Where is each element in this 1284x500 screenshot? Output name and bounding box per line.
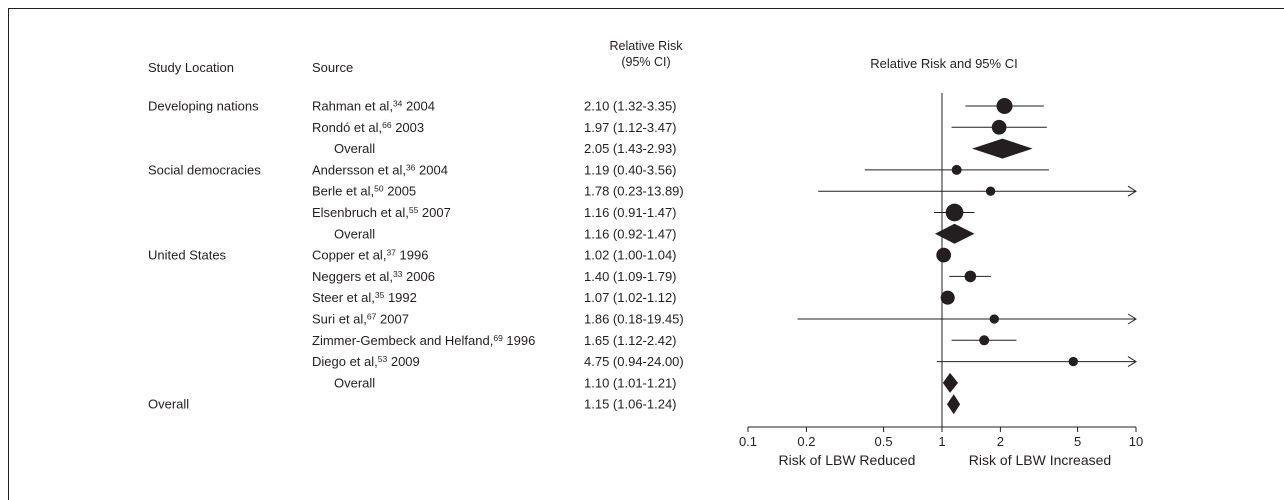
point-estimate bbox=[1068, 356, 1078, 367]
rr-value: 1.02 (1.00-1.04) bbox=[584, 248, 677, 263]
ci-arrow bbox=[1127, 185, 1137, 197]
plot-marks bbox=[797, 93, 1137, 427]
rr-value: 1.10 (1.01-1.21) bbox=[584, 375, 677, 390]
overall-diamond bbox=[942, 372, 959, 393]
group-label: United States bbox=[148, 248, 227, 263]
overall-diamond bbox=[972, 138, 1033, 159]
rr-value: 1.97 (1.12-3.47) bbox=[584, 120, 677, 135]
point-estimate bbox=[985, 186, 996, 196]
rr-value: 1.07 (1.02-1.12) bbox=[584, 290, 677, 305]
x-tick-label: 0.2 bbox=[797, 434, 815, 449]
figure-frame bbox=[8, 8, 1284, 500]
source-label: Rondó et al,66 2003 bbox=[312, 120, 424, 135]
x-tick-label: 0.1 bbox=[739, 434, 757, 449]
group-label: Developing nations bbox=[148, 99, 259, 114]
header-relative-risk: Relative Risk bbox=[610, 39, 684, 53]
x-tick-label: 1 bbox=[938, 434, 945, 449]
rr-value: 1.19 (0.40-3.56) bbox=[584, 162, 677, 177]
x-tick-label: 5 bbox=[1074, 434, 1081, 449]
point-estimate bbox=[951, 164, 962, 175]
group-label: Overall bbox=[148, 397, 189, 412]
x-axis: 0.1 0.2 0.5 1 2 5 10 bbox=[739, 426, 1143, 449]
source-label: Suri et al,67 2007 bbox=[312, 312, 409, 327]
source-label: Steer et al,35 1992 bbox=[312, 290, 417, 305]
rr-value: 1.16 (0.92-1.47) bbox=[584, 226, 677, 241]
source-label: Diego et al,53 2009 bbox=[312, 354, 420, 369]
header-study-location: Study Location bbox=[148, 60, 234, 75]
source-label: Berle et al,50 2005 bbox=[312, 184, 416, 199]
xlabel-increased: Risk of LBW Increased bbox=[969, 452, 1111, 468]
rr-value: 1.65 (1.12-2.42) bbox=[584, 333, 677, 348]
ci-arrow bbox=[1127, 313, 1137, 325]
x-tick-label: 10 bbox=[1129, 434, 1143, 449]
source-label: Rahman et al,34 2004 bbox=[312, 99, 435, 114]
source-label: Copper et al,37 1996 bbox=[312, 248, 428, 263]
point-estimate bbox=[996, 98, 1013, 114]
point-estimate bbox=[936, 247, 952, 263]
point-estimate bbox=[979, 335, 990, 346]
x-tick-label: 2 bbox=[997, 434, 1004, 449]
rr-value: 1.15 (1.06-1.24) bbox=[584, 397, 677, 412]
point-estimate bbox=[964, 270, 977, 283]
overall-diamond bbox=[934, 223, 975, 244]
rr-value: 2.05 (1.43-2.93) bbox=[584, 141, 677, 156]
point-estimate bbox=[989, 314, 999, 324]
point-estimate bbox=[945, 203, 964, 222]
rr-value: 1.16 (0.91-1.47) bbox=[584, 205, 677, 220]
source-label: Neggers et al,33 2006 bbox=[312, 269, 435, 284]
overall-diamond bbox=[946, 394, 961, 415]
header-source: Source bbox=[312, 60, 353, 75]
header-plot-title: Relative Risk and 95% CI bbox=[870, 56, 1017, 71]
point-estimate bbox=[940, 290, 955, 305]
rr-value: 1.86 (0.18-19.45) bbox=[584, 312, 684, 327]
group-label: Social democracies bbox=[148, 162, 261, 177]
table-rows: Developing nations Rahman et al,34 2004 2.… bbox=[148, 99, 684, 412]
rr-value: 2.10 (1.32-3.35) bbox=[584, 99, 677, 114]
source-label: Zimmer-Gembeck and Helfand,69 1996 bbox=[312, 333, 535, 348]
subgroup-overall-label: Overall bbox=[334, 226, 375, 241]
rr-value: 4.75 (0.94-24.00) bbox=[584, 354, 684, 369]
subgroup-overall-label: Overall bbox=[334, 141, 375, 156]
source-label: Elsenbruch et al,55 2007 bbox=[312, 205, 451, 220]
x-tick-label: 0.5 bbox=[875, 434, 893, 449]
subgroup-overall-label: Overall bbox=[334, 375, 375, 390]
rr-value: 1.40 (1.09-1.79) bbox=[584, 269, 677, 284]
source-label: Andersson et al,36 2004 bbox=[312, 162, 448, 177]
xlabel-reduced: Risk of LBW Reduced bbox=[779, 452, 916, 468]
rr-value: 1.78 (0.23-13.89) bbox=[584, 184, 684, 199]
point-estimate bbox=[991, 119, 1007, 135]
ci-arrow bbox=[1127, 356, 1137, 368]
header-ci: (95% CI) bbox=[621, 55, 670, 69]
